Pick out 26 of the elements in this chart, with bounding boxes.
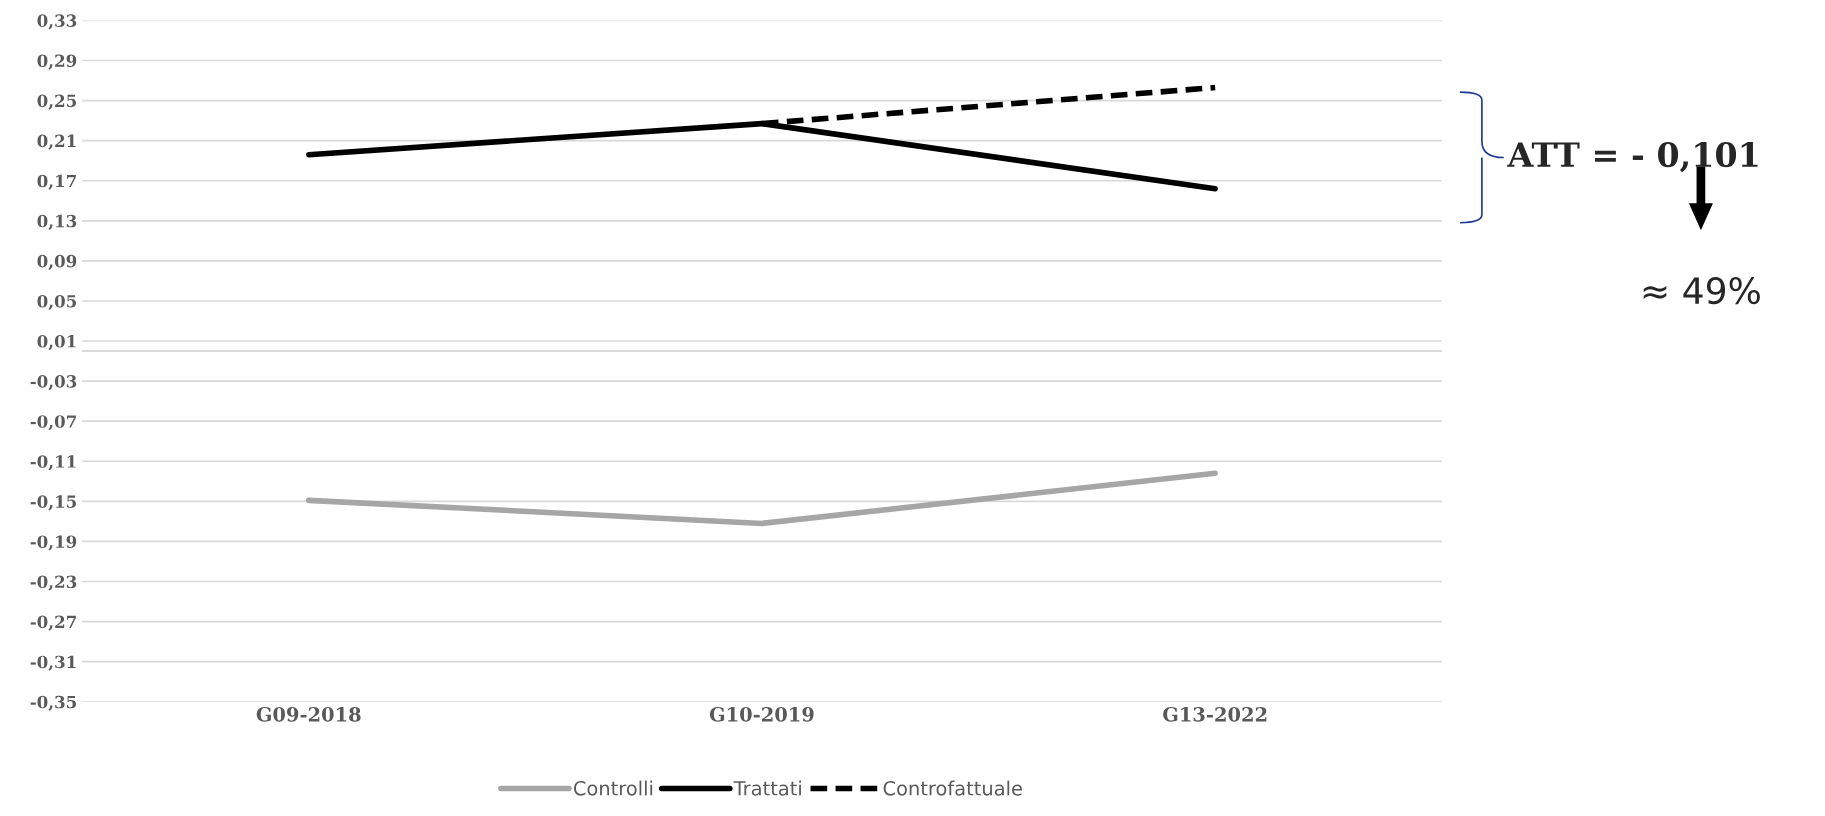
y-tick-label: -0,07: [30, 415, 76, 431]
y-tick-label: 0,25: [37, 94, 76, 110]
legend-label: Controlli: [573, 780, 653, 796]
y-tick-label: -0,19: [30, 535, 77, 551]
y-tick-label: -0,11: [30, 455, 76, 471]
y-tick-label: -0,35: [30, 695, 77, 711]
y-tick-label: 0,21: [37, 134, 76, 150]
text: ATT = - 0,101: [1507, 141, 1758, 173]
y-tick-label: 0,33: [37, 14, 77, 30]
y-tick-label: 0,13: [37, 214, 77, 230]
y-tick-label: -0,31: [30, 655, 76, 671]
y-tick-label: -0,15: [30, 495, 77, 511]
y-tick-label: 0,29: [37, 54, 77, 70]
y-tick-label: 0,01: [37, 335, 76, 351]
y-tick-label: -0,23: [30, 575, 77, 591]
text: ≈ 49%: [1643, 276, 1760, 305]
y-tick-label: -0,03: [30, 375, 77, 391]
y-tick-label: 0,17: [37, 174, 76, 190]
y-tick-label: 0,05: [37, 294, 76, 311]
legend-label: Trattati: [733, 780, 801, 796]
legend-label: Controfattuale: [883, 780, 1022, 796]
x-tick-label: G09-2018: [256, 706, 361, 722]
x-tick-label: G13-2022: [1163, 706, 1267, 722]
x-tick-label: G10-2019: [709, 706, 814, 722]
y-tick-label: -0,27: [30, 615, 76, 631]
y-tick-label: 0,09: [37, 254, 77, 270]
